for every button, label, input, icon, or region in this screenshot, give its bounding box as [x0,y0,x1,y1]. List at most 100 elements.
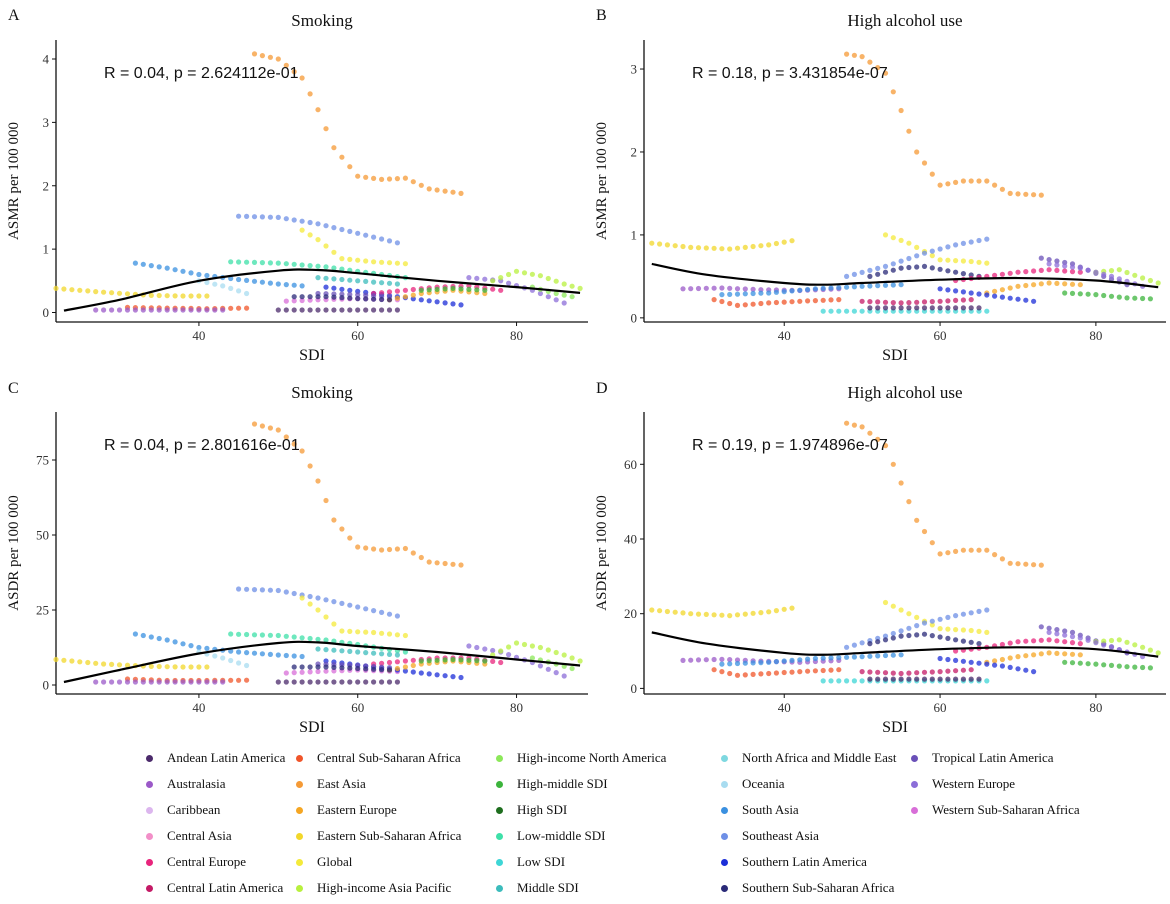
legend-swatch [721,858,728,866]
data-point [323,614,329,620]
data-point [953,242,959,248]
data-point [960,611,967,617]
data-point [307,679,313,685]
data-point [85,659,91,666]
legend-item: Central Sub-Saharan Africa [290,748,461,768]
data-point [773,659,780,665]
data-point [283,216,289,222]
data-point [1046,637,1052,643]
trend-line [651,631,1159,658]
data-point [188,270,194,276]
data-point [299,307,305,313]
data-point [331,145,337,151]
data-point [867,669,873,675]
data-point [291,670,297,676]
data-point [371,629,377,636]
data-point [1147,665,1153,671]
data-point [1007,295,1013,301]
data-point [953,258,959,264]
data-point [363,545,369,551]
data-point [921,250,928,256]
data-point [1031,298,1037,304]
data-point [836,678,842,684]
data-point [466,275,472,281]
data-point [875,299,881,305]
data-point [836,285,842,291]
legend-item: Central Latin America [140,878,283,898]
legend-item: Eastern Sub-Saharan Africa [290,826,461,846]
data-point [890,282,896,288]
data-point [898,607,904,613]
data-point [750,286,756,292]
data-point [283,652,289,659]
data-point [188,679,194,685]
data-point [164,664,170,670]
data-point [93,660,99,666]
data-point [750,290,756,297]
data-point [363,296,369,302]
data-point [323,679,329,685]
data-point [1108,273,1115,279]
data-point [906,264,912,271]
data-point [929,265,935,271]
data-point [695,245,702,251]
data-point [960,667,967,673]
data-point [1132,295,1138,301]
data-point [742,611,748,617]
data-point [719,285,725,291]
data-point [363,232,369,238]
data-point [394,288,400,294]
data-point [734,245,741,251]
x-tick-label: 60 [934,700,947,715]
data-point [569,294,575,300]
data-point [466,643,472,649]
data-point [789,669,795,675]
data-point [820,655,826,661]
legend-item: High-income North America [490,748,666,768]
data-point [1124,664,1130,670]
data-point [537,273,544,279]
data-point [937,266,943,272]
data-point [968,297,974,303]
data-point [323,637,329,643]
panel-letter: B [596,7,607,24]
data-point [992,182,998,188]
data-point [945,181,951,187]
data-point [1023,653,1029,659]
chart-title: High alcohol use [847,383,962,402]
data-point [53,285,59,291]
data-point [1054,267,1060,273]
data-point [458,657,464,663]
data-point [711,245,717,251]
y-tick-label: 20 [624,606,637,621]
data-point [283,307,289,313]
data-point [569,655,575,661]
data-point [307,294,313,300]
data-point [960,258,967,264]
data-point [960,178,967,184]
data-point [1023,667,1029,673]
data-point [937,669,943,675]
data-point [553,649,559,656]
data-point [1132,642,1138,648]
data-point [267,280,273,286]
legend-item: Central Asia [140,826,232,846]
data-point [1038,624,1044,630]
data-point [418,554,424,561]
data-point [466,657,472,663]
data-point [929,622,935,628]
data-point [251,214,258,220]
data-point [244,259,250,265]
data-point [657,241,663,247]
data-point [1147,647,1153,653]
data-point [291,261,297,267]
data-point [267,260,273,266]
data-point [695,657,702,663]
data-point [1069,264,1076,270]
data-point [929,305,935,311]
legend-label: High-income Asia Pacific [317,880,452,895]
data-point [992,552,998,558]
data-point [172,307,178,313]
data-point [937,634,943,640]
